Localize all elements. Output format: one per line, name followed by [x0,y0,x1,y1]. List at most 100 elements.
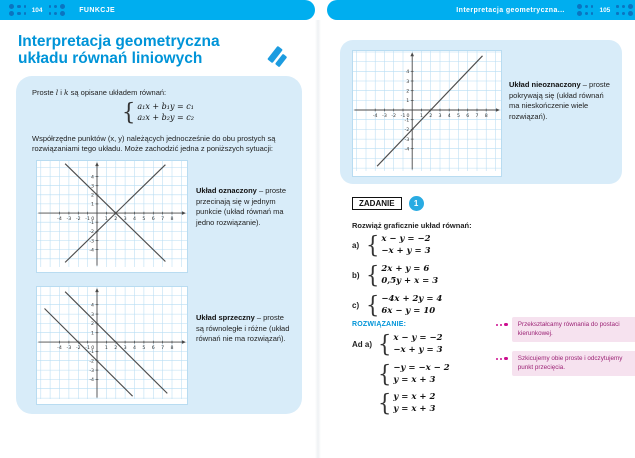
svg-text:1: 1 [105,216,108,222]
svg-text:5: 5 [457,113,460,119]
svg-text:6: 6 [152,216,155,222]
svg-text:3: 3 [439,113,442,119]
line-symbol-l: l [55,88,59,97]
header-bar-right: Interpretacja geometryczna... 105 [327,0,635,20]
page-gutter [315,20,321,458]
item-label: c) [352,300,360,310]
equation: −x + y = 3 [393,345,443,355]
margin-note-2: Szkicujemy obie proste i odczytujemy pun… [496,351,635,376]
task-number-badge: 1 [408,196,424,211]
equation: y = x + 3 [393,404,436,414]
svg-text:4: 4 [448,113,451,119]
page-number-left: 104 [31,6,43,14]
svg-text:0: 0 [91,345,94,351]
graph-uklad-nieoznaczony: -4 -3 -2 -1 0 1 2 3 4 5 6 7 8 -4 -3 -2 -1 1 2 3 4 [352,50,502,177]
item-label: b) [352,270,360,280]
svg-text:2: 2 [114,345,117,351]
section-title-right: Interpretacja geometryczna... [456,6,565,14]
svg-text:5: 5 [142,216,145,222]
header-bar-left: 104 FUNKCJE [0,0,315,20]
case3-lead: Układ nieoznaczony [509,80,581,89]
equation: 6x − y = 10 [381,306,436,316]
svg-text:2: 2 [406,89,409,95]
svg-text:-3: -3 [89,368,94,374]
svg-text:-2: -2 [89,359,94,365]
equation: y = x + 2 [393,392,436,402]
section-title-left: FUNKCJE [79,6,116,14]
svg-text:1: 1 [420,113,423,119]
dot-pattern-icon [48,4,66,16]
svg-text:2: 2 [91,321,94,327]
case2-description: Układ sprzeczny – proste są równoległe i… [196,313,293,345]
page-title-line2: układu równań liniowych [18,50,203,67]
svg-text:-1: -1 [85,345,90,351]
case1-description: Układ oznaczony – proste przecinają się … [196,186,293,228]
page-number-right: 105 [599,6,611,14]
equation: y = x + 3 [393,375,436,385]
svg-text:-2: -2 [89,229,94,235]
svg-text:1: 1 [406,98,409,104]
svg-text:8: 8 [171,345,174,351]
svg-text:7: 7 [161,345,164,351]
page-title-line1: Interpretacja geometryczna [18,33,220,50]
svg-text:4: 4 [91,174,94,180]
svg-text:-3: -3 [405,137,410,143]
case3-rest: – proste pokrywają się (układ równań ma … [509,80,610,121]
solution-label: ROZWIĄZANIE: [352,321,407,328]
case2-rest: – proste są równoległe i różne (układ ró… [196,313,290,343]
task-header: ZADANIE 1 [352,196,424,211]
dot-pattern-icon [616,4,633,16]
note-dots-icon [496,357,508,361]
task-prompt: Rozwiąż graficznie układ równań: [352,221,472,230]
svg-text:-4: -4 [57,216,62,222]
theory-paragraph: Współrzędne punktów (x, y) należących je… [32,134,276,153]
svg-text:4: 4 [133,345,136,351]
svg-text:-4: -4 [57,345,62,351]
equation-system-b: b) { 2x + y = 6 0,5y + x = 3 [352,261,439,289]
equation: 0,5y + x = 3 [381,276,439,286]
case3-description: Układ nieoznaczony – proste pokrywają si… [509,80,615,122]
svg-text:-3: -3 [67,216,72,222]
case1-lead: Układ oznaczony [196,186,257,195]
svg-text:0: 0 [407,113,410,119]
svg-text:-2: -2 [76,345,81,351]
svg-text:8: 8 [485,113,488,119]
equation: a₁x + b₁y = c₁ [137,102,194,111]
svg-text:3: 3 [91,312,94,318]
note-text: Przekształcamy równania do postaci kieru… [511,317,635,342]
note-dots-icon [496,323,508,327]
svg-text:3: 3 [124,345,127,351]
svg-text:-1: -1 [89,349,94,355]
svg-text:4: 4 [406,69,409,75]
svg-text:3: 3 [406,79,409,85]
intro-text: są opisane układem równań: [68,88,167,97]
svg-text:-2: -2 [76,216,81,222]
svg-text:2: 2 [114,216,117,222]
svg-text:5: 5 [142,345,145,351]
svg-text:7: 7 [161,216,164,222]
intro-text: i [58,88,65,97]
equation: −x + y = 3 [381,246,431,256]
equation-system-general: { a₁x + b₁y = c₁ a₂x + b₂y = c₂ [122,98,194,126]
svg-text:-4: -4 [373,113,378,119]
case2-lead: Układ sprzeczny [196,313,255,322]
svg-text:6: 6 [466,113,469,119]
svg-text:-4: -4 [405,147,410,153]
svg-text:-4: -4 [89,247,94,253]
dot-pattern-icon [576,4,594,16]
solution-step-3: { y = x + 2 y = x + 3 [378,389,436,417]
svg-text:1: 1 [91,202,94,208]
solution-step-2: { −y = −x − 2 y = x + 3 [378,360,450,388]
equation: 2x + y = 6 [381,264,430,274]
item-label: a) [352,240,360,250]
margin-note-1: Przekształcamy równania do postaci kieru… [496,317,635,342]
task-label: ZADANIE [352,197,402,210]
equation: x − y = −2 [381,234,431,244]
svg-text:-2: -2 [391,113,396,119]
svg-text:-3: -3 [67,345,72,351]
case1-rest: – proste przecinają się w jednym punkcie… [196,186,287,227]
svg-text:4: 4 [91,303,94,309]
svg-text:-4: -4 [89,377,94,383]
solution-step-1: Ad a) { x − y = −2 −x + y = 3 [352,330,443,358]
